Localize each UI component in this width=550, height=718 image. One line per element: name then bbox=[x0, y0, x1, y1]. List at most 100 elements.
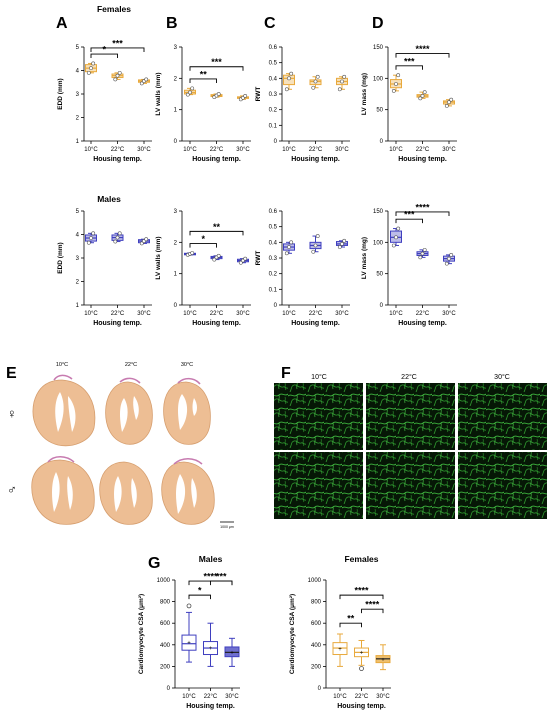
data-point bbox=[342, 238, 347, 243]
y-tick-label: 3 bbox=[76, 92, 80, 98]
y-tick-label: 1 bbox=[174, 272, 178, 278]
data-point bbox=[144, 77, 149, 82]
significance-bracket bbox=[395, 218, 423, 224]
y-tick-label: 0.5 bbox=[269, 225, 278, 231]
x-tick-label: 30°C bbox=[376, 694, 390, 700]
significance-bracket bbox=[395, 53, 450, 58]
data-point bbox=[287, 76, 291, 81]
data-point bbox=[340, 79, 344, 84]
significance-label: ** bbox=[347, 614, 355, 624]
data-point bbox=[340, 241, 344, 246]
panel-label-f: F bbox=[281, 365, 291, 382]
mean-marker: + bbox=[381, 657, 385, 663]
y-tick-label: 1 bbox=[174, 108, 178, 114]
data-point bbox=[391, 88, 396, 93]
significance-label: *** bbox=[404, 56, 415, 66]
heart-section-female-10 bbox=[32, 374, 96, 447]
data-point bbox=[418, 255, 423, 260]
data-point bbox=[396, 73, 401, 78]
y-tick-label: 3 bbox=[76, 256, 80, 262]
data-point bbox=[89, 236, 93, 240]
mean-marker: + bbox=[230, 650, 234, 656]
data-point bbox=[315, 234, 320, 238]
significance-bracket bbox=[189, 66, 244, 71]
chart-title: Males bbox=[199, 554, 223, 564]
y-tick-label: 2 bbox=[76, 280, 80, 286]
y-axis-label: LV mass (mg) bbox=[361, 237, 368, 279]
chart-c-females: 0 0.1 0.2 0.3 0.4 0.5 0.6 RWT 10°C 22°C 30°C Housin… bbox=[255, 45, 350, 163]
x-tick-label: 30°C bbox=[236, 147, 250, 153]
chart-title: Females bbox=[344, 554, 378, 564]
y-tick-label: 3 bbox=[174, 209, 178, 215]
chart-d-females: 0 50 100 150 LV mass (mg) 10°C 22°C 30°C Housing… bbox=[361, 44, 457, 163]
panel-e-male-symbol: ♂ bbox=[7, 482, 17, 497]
mean-marker: + bbox=[360, 650, 364, 656]
y-tick-label: 0.2 bbox=[269, 108, 278, 114]
data-point bbox=[113, 77, 118, 82]
y-tick-label: 2 bbox=[76, 116, 80, 122]
y-axis-label: RWT bbox=[255, 251, 262, 266]
box bbox=[181, 634, 197, 651]
y-tick-label: 50 bbox=[376, 272, 383, 278]
chart-b-males: 0 1 2 3 LV walls (mm) 10°C 22°C 30°C Housing tem… bbox=[155, 209, 251, 327]
y-tick-label: 100 bbox=[373, 76, 384, 82]
fluor-image-male-10 bbox=[274, 452, 363, 519]
outlier-point bbox=[186, 603, 192, 609]
y-axis-label: EDD (mm) bbox=[57, 242, 64, 273]
x-axis-label: Housing temp. bbox=[192, 320, 241, 327]
x-tick-label: 22°C bbox=[210, 311, 224, 317]
x-tick-label: 30°C bbox=[442, 311, 456, 317]
y-tick-label: 0.3 bbox=[269, 92, 278, 98]
data-point bbox=[91, 61, 96, 66]
data-point bbox=[91, 231, 96, 236]
chart-g-females: Females 0 200 400 600 800 1000 Cardiomyocyte CS… bbox=[289, 554, 391, 710]
x-tick-label: 22°C bbox=[416, 147, 430, 153]
y-tick-label: 2 bbox=[174, 240, 178, 246]
y-tick-label: 0 bbox=[318, 686, 322, 692]
data-point bbox=[289, 71, 294, 76]
x-axis-label: Housing temp. bbox=[192, 156, 241, 163]
data-point bbox=[315, 74, 320, 79]
y-axis-label: LV walls (mm) bbox=[155, 236, 162, 279]
data-point bbox=[444, 261, 449, 266]
x-tick-label: 30°C bbox=[236, 311, 250, 317]
data-point bbox=[396, 226, 401, 231]
chart-a-males: 1 2 3 4 5 EDD (mm) 10°C 22°C 30°C Housing temp. bbox=[57, 209, 152, 327]
x-tick-label: 10°C bbox=[84, 147, 98, 153]
data-point bbox=[212, 257, 217, 262]
panel-e-histology: 10°C 22°C 30°C ♀ ♂ bbox=[7, 362, 234, 529]
panel-f-col-10: 10°C bbox=[311, 373, 327, 381]
significance-bracket bbox=[395, 65, 423, 70]
x-tick-label: 30°C bbox=[442, 147, 456, 153]
x-tick-label: 30°C bbox=[335, 147, 349, 153]
data-point bbox=[216, 253, 221, 258]
y-tick-label: 50 bbox=[376, 108, 383, 114]
data-point bbox=[420, 251, 425, 256]
data-point bbox=[422, 247, 427, 252]
data-point bbox=[139, 81, 144, 86]
x-tick-label: 10°C bbox=[333, 694, 347, 700]
y-tick-label: 3 bbox=[174, 45, 178, 51]
y-tick-label: 0 bbox=[380, 139, 384, 145]
y-tick-label: 2 bbox=[174, 76, 178, 82]
data-point bbox=[394, 235, 398, 240]
data-point bbox=[117, 70, 122, 75]
data-point bbox=[447, 100, 451, 105]
scale-bar-label: 1000 μm bbox=[220, 525, 234, 529]
significance-bracket bbox=[339, 622, 362, 628]
significance-bracket bbox=[188, 594, 211, 600]
significance-bracket bbox=[90, 47, 145, 52]
y-tick-label: 0.4 bbox=[269, 76, 278, 82]
x-tick-label: 22°C bbox=[355, 694, 369, 700]
panel-label-e: E bbox=[6, 365, 17, 382]
y-tick-label: 800 bbox=[160, 600, 171, 606]
x-tick-label: 10°C bbox=[183, 311, 197, 317]
data-point bbox=[449, 97, 454, 102]
y-tick-label: 5 bbox=[76, 209, 80, 215]
significance-label: * bbox=[201, 234, 205, 244]
y-axis-label: EDD (mm) bbox=[57, 78, 64, 109]
heart-section-male-10 bbox=[31, 455, 95, 525]
y-tick-label: 1 bbox=[76, 139, 80, 145]
